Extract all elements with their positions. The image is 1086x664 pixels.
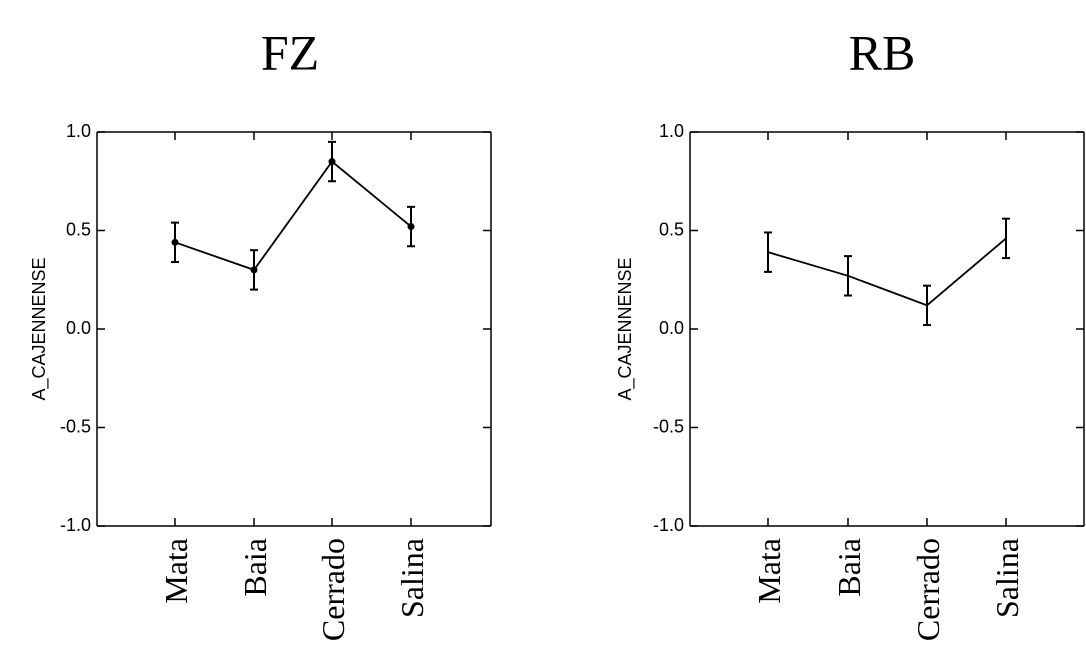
chart-panel-fz: FZ 1.0 0.5 0.0 -0.5 -1.0 A_CAJENNENSE Mata Baia C… (29, 24, 492, 641)
x-tick-label-salina: Salina (989, 538, 1025, 618)
y-axis-label: A_CAJENNENSE (29, 257, 50, 400)
y-tick-label: 1.0 (659, 121, 684, 141)
x-tick-label-baia: Baia (831, 538, 867, 597)
x-tick-label-cerrado: Cerrado (315, 538, 351, 641)
chart-panel-rb: RB 1.0 0.5 0.0 -0.5 -1.0 A_CAJENNENSE Mata Baia C… (615, 24, 1085, 641)
data-point-baia (250, 266, 258, 274)
x-tick-label-baia: Baia (237, 538, 273, 597)
y-tick-label: -0.5 (60, 416, 91, 436)
x-tick-label-mata: Mata (751, 538, 787, 604)
series-line (174, 160, 412, 271)
chart-title: FZ (261, 24, 319, 80)
y-tick-label: 0.5 (659, 219, 684, 239)
data-point-cerrado (328, 158, 336, 166)
y-tick-label: 0.0 (659, 318, 684, 338)
series-line (767, 237, 1007, 307)
y-tick-label: 0.0 (66, 318, 91, 338)
y-tick-label: -1.0 (653, 515, 684, 535)
data-point-salina (407, 223, 415, 231)
y-tick-label: 0.5 (66, 219, 91, 239)
y-axis-label: A_CAJENNENSE (615, 257, 636, 400)
chart-title: RB (849, 24, 916, 80)
y-tick-label: -0.5 (653, 416, 684, 436)
y-tick-label: -1.0 (60, 515, 91, 535)
x-tick-label-salina: Salina (394, 538, 430, 618)
data-point-mata (171, 238, 179, 246)
x-tick-label-cerrado: Cerrado (910, 538, 946, 641)
y-tick-label: 1.0 (66, 121, 91, 141)
x-tick-label-mata: Mata (158, 538, 194, 604)
